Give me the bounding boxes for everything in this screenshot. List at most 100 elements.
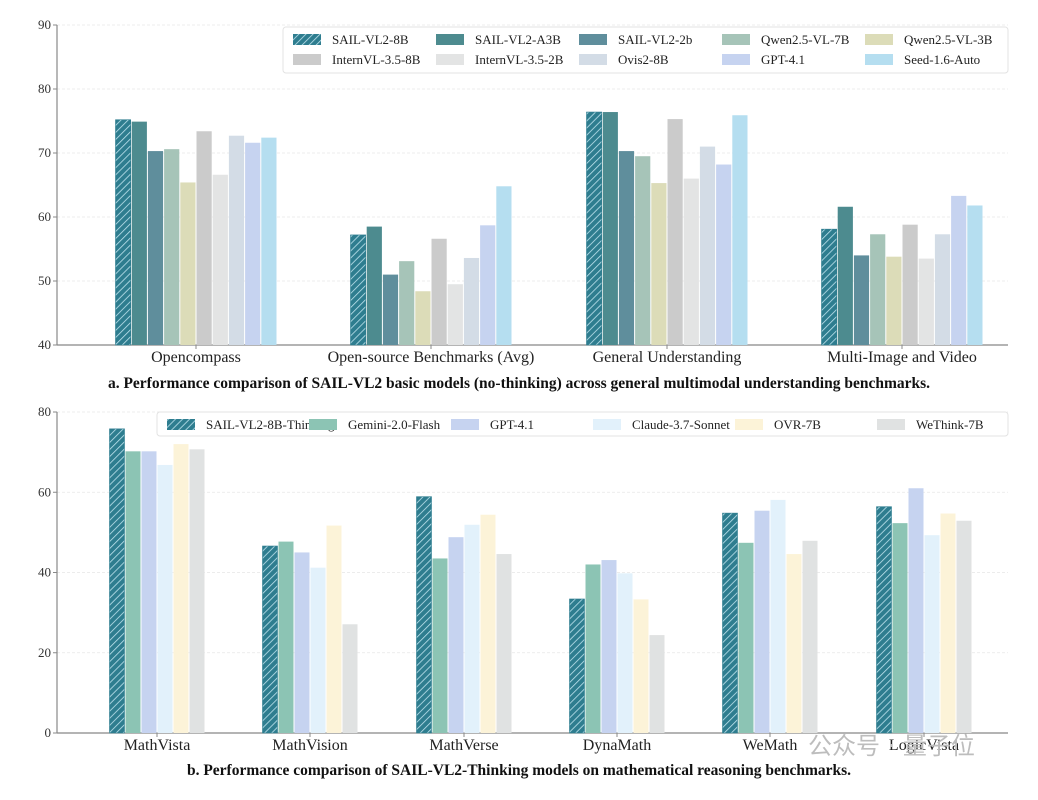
bar-ovr-7b-logicvista	[940, 513, 956, 733]
bar-sail-vl2-8b-thinking-dynamath	[569, 598, 585, 734]
caption-b: b. Performance comparison of SAIL-VL2-Th…	[187, 762, 851, 779]
y-tick-label: 80	[38, 81, 51, 96]
x-tick-label: Multi-Image and Video	[827, 349, 977, 366]
y-tick-label: 40	[38, 565, 51, 580]
bar-wethink-7b-wemath	[802, 540, 818, 733]
legend-swatch-internvl-3-5-2b	[436, 54, 464, 65]
bar-wethink-7b-dynamath	[649, 635, 665, 733]
bar-claude-3-7-sonnet-logicvista	[924, 535, 940, 733]
bar-sail-vl2-2b-opencompass	[147, 151, 164, 345]
bar-sail-vl2-8b-thinking-mathvista	[109, 428, 125, 734]
legend-swatch-qwen2-5-vl-3b	[865, 34, 893, 45]
legend-label-seed-1-6-auto: Seed-1.6-Auto	[904, 52, 980, 67]
bar-gemini-2-0-flash-wemath	[738, 542, 754, 733]
bar-gemini-2-0-flash-logicvista	[892, 523, 908, 733]
bar-internvl-3-5-2b-open-source-benchmarks-avg	[447, 284, 463, 345]
bar-sail-vl2-8b-multi-image-and-video	[821, 228, 837, 346]
legend-label-claude-3-7-sonnet: Claude-3.7-Sonnet	[632, 417, 730, 432]
legend-swatch-sail-vl2-8b	[293, 34, 321, 45]
legend-swatch-sail-vl2-a3b	[436, 34, 464, 45]
bar-ovis2-8b-multi-image-and-video	[934, 234, 951, 345]
bar-gpt-4-1-open-source-benchmarks-avg	[480, 225, 496, 345]
bar-gpt-4-1-logicvista	[908, 488, 924, 733]
legend-swatch-gpt-4-1	[451, 419, 479, 430]
bar-seed-1-6-auto-multi-image-and-video	[967, 205, 983, 345]
bar-qwen2-5-vl-7b-open-source-benchmarks-avg	[399, 261, 415, 345]
bar-sail-vl2-8b-open-source-benchmarks-avg	[350, 234, 366, 346]
bar-sail-vl2-8b-thinking-mathvision	[262, 545, 278, 734]
legend-label-ovis2-8b: Ovis2-8B	[618, 52, 669, 67]
bar-wethink-7b-mathvision	[342, 624, 358, 733]
bar-sail-vl2-a3b-opencompass	[131, 121, 147, 345]
bar-gpt-4-1-mathvista	[141, 451, 157, 733]
x-tick-label: Opencompass	[151, 349, 241, 366]
bar-internvl-3-5-8b-multi-image-and-video	[902, 224, 918, 345]
bar-internvl-3-5-2b-multi-image-and-video	[918, 258, 934, 345]
legend-label-qwen2-5-vl-7b: Qwen2.5-VL-7B	[761, 32, 850, 47]
legend-swatch-seed-1-6-auto	[865, 54, 893, 65]
bar-claude-3-7-sonnet-wemath	[770, 499, 786, 733]
bar-gpt-4-1-opencompass	[245, 142, 261, 345]
legend-label-ovr-7b: OVR-7B	[774, 417, 821, 432]
bar-claude-3-7-sonnet-mathverse	[464, 524, 480, 733]
bar-ovis2-8b-general-understanding	[699, 146, 716, 345]
legend-label-qwen2-5-vl-3b: Qwen2.5-VL-3B	[904, 32, 993, 47]
bar-seed-1-6-auto-open-source-benchmarks-avg	[496, 186, 512, 345]
bar-sail-vl2-a3b-multi-image-and-video	[837, 206, 853, 345]
bar-internvl-3-5-8b-open-source-benchmarks-avg	[431, 238, 447, 345]
legend-swatch-qwen2-5-vl-7b	[722, 34, 750, 45]
legend-swatch-ovr-7b	[735, 419, 763, 430]
legend-swatch-sail-vl2-8b-thinking	[167, 419, 195, 430]
bar-qwen2-5-vl-3b-opencompass	[180, 182, 196, 345]
bar-sail-vl2-a3b-open-source-benchmarks-avg	[366, 226, 382, 345]
legend-label-sail-vl2-2b: SAIL-VL2-2b	[618, 32, 692, 47]
bar-qwen2-5-vl-3b-general-understanding	[651, 183, 667, 345]
bar-wethink-7b-logicvista	[956, 520, 972, 733]
bar-ovr-7b-mathvista	[173, 444, 189, 733]
bar-sail-vl2-2b-multi-image-and-video	[853, 255, 870, 345]
bar-seed-1-6-auto-general-understanding	[732, 115, 748, 346]
bar-qwen2-5-vl-3b-multi-image-and-video	[886, 256, 902, 345]
legend-label-internvl-3-5-8b: InternVL-3.5-8B	[332, 52, 421, 67]
bar-gpt-4-1-mathvision	[294, 552, 310, 733]
y-tick-label: 80	[38, 404, 51, 419]
legend-label-wethink-7b: WeThink-7B	[916, 417, 984, 432]
bar-ovr-7b-mathvision	[326, 525, 342, 733]
x-tick-label: General Understanding	[593, 349, 742, 366]
legend-swatch-gpt-4-1	[722, 54, 750, 65]
bar-ovr-7b-mathverse	[480, 514, 496, 733]
legend-swatch-wethink-7b	[877, 419, 905, 430]
legend-swatch-internvl-3-5-8b	[293, 54, 321, 65]
legend-swatch-claude-3-7-sonnet	[593, 419, 621, 430]
bar-sail-vl2-8b-general-understanding	[586, 111, 602, 346]
legend-label-sail-vl2-8b: SAIL-VL2-8B	[332, 32, 409, 47]
bar-qwen2-5-vl-7b-opencompass	[164, 149, 180, 345]
bar-gemini-2-0-flash-mathvista	[125, 451, 141, 733]
x-tick-label: MathVision	[272, 737, 347, 754]
bar-ovr-7b-wemath	[786, 554, 802, 733]
bar-qwen2-5-vl-7b-general-understanding	[635, 156, 651, 345]
bar-ovis2-8b-opencompass	[228, 135, 245, 345]
legend-label-sail-vl2-a3b: SAIL-VL2-A3B	[475, 32, 561, 47]
bar-gpt-4-1-dynamath	[601, 560, 617, 733]
legend-label-gpt-4-1: GPT-4.1	[761, 52, 805, 67]
x-tick-label: LogicVista	[889, 737, 959, 754]
bar-internvl-3-5-8b-opencompass	[196, 131, 212, 345]
bar-qwen2-5-vl-7b-multi-image-and-video	[870, 234, 886, 345]
legend-box	[282, 26, 1009, 74]
bar-claude-3-7-sonnet-mathvision	[310, 567, 326, 733]
legend-label-sail-vl2-8b-thinking: SAIL-VL2-8B-Thinking	[206, 417, 335, 432]
bar-gpt-4-1-multi-image-and-video	[951, 195, 967, 345]
legend-label-internvl-3-5-2b: InternVL-3.5-2B	[475, 52, 564, 67]
legend-label-gemini-2-0-flash: Gemini-2.0-Flash	[348, 417, 441, 432]
y-tick-label: 60	[38, 484, 51, 499]
x-tick-label: MathVerse	[429, 737, 498, 754]
legend-swatch-sail-vl2-2b	[579, 34, 607, 45]
bar-internvl-3-5-2b-opencompass	[212, 174, 228, 345]
bar-sail-vl2-8b-opencompass	[115, 119, 131, 346]
chart-a: 40 50 60 70 80 90 Opencompass Open-source Bench…	[38, 17, 1009, 366]
x-tick-label: MathVista	[124, 737, 191, 754]
bar-sail-vl2-8b-thinking-wemath	[722, 512, 738, 734]
y-tick-label: 20	[38, 645, 51, 660]
bar-internvl-3-5-8b-general-understanding	[667, 119, 683, 345]
